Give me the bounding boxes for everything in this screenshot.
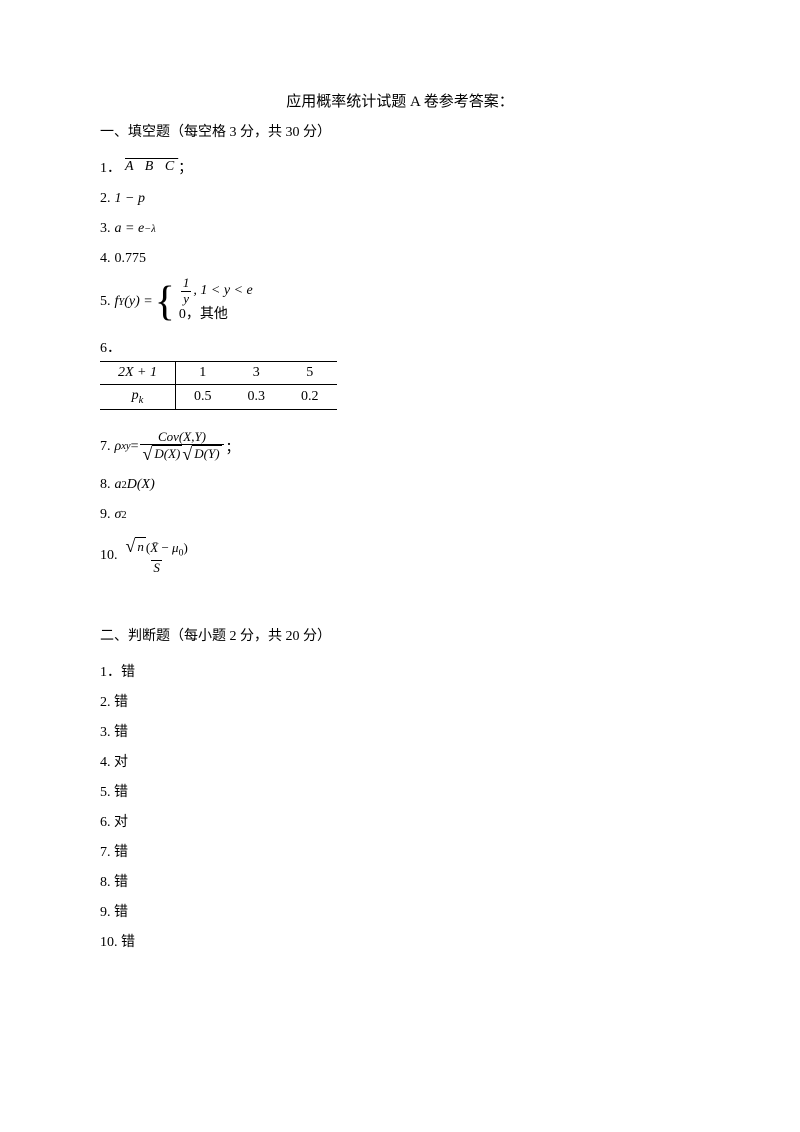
table-cell: 3 (230, 362, 284, 385)
section2: 二、判断题（每小题 2 分，共 20 分） 1．错 2. 错 3. 错 4. 对… (100, 625, 700, 951)
fraction: 1 y (181, 276, 192, 306)
table-row: pk 0.5 0.3 0.2 (100, 385, 337, 410)
fraction: √n(X̄ − μ0) S (124, 537, 190, 575)
answer-math: 1 − p (115, 191, 145, 207)
answer-item-8: 8. a2D(X) (100, 477, 700, 493)
radicand: D(Y) (192, 445, 221, 463)
equals: = (131, 439, 139, 455)
judge-item: 1．错 (100, 661, 700, 681)
p-symbol: p (132, 388, 139, 403)
answer-item-1: 1． A B C ； (100, 157, 700, 177)
answer-item-4: 4. 0.775 (100, 251, 700, 267)
answer-item-2: 2. 1 − p (100, 191, 700, 207)
radical-icon: √ (182, 445, 192, 463)
var-a: a (115, 477, 122, 493)
function-arg: (y) = (124, 294, 153, 310)
dx: D(X) (127, 477, 155, 493)
rho-sub: xy (121, 441, 130, 452)
item-number: 1． (100, 157, 121, 177)
case-condition: , 1 < y < e (193, 283, 252, 299)
sqrt: √D(Y) (182, 445, 221, 463)
judge-item: 6. 对 (100, 811, 700, 831)
sigma: σ (115, 507, 122, 523)
answer-item-5: 5. fY (y) = { 1 y , 1 < y < e 0，其他 (100, 281, 700, 323)
item-number: 9. (100, 507, 111, 523)
table-cell: 0.5 (176, 385, 230, 410)
table-cell: 0.3 (230, 385, 284, 410)
judge-item: 3. 错 (100, 721, 700, 741)
item-number: 6． (100, 341, 121, 356)
case-row: 1 y , 1 < y < e (179, 281, 253, 301)
sqrt: √D(X) (142, 445, 182, 463)
item-number: 8. (100, 477, 111, 493)
radical-icon: √ (126, 537, 136, 555)
suffix: ； (178, 157, 192, 177)
sqrt: √n (126, 537, 146, 555)
judge-item: 4. 对 (100, 751, 700, 771)
answer-overbar: A B C (125, 159, 178, 175)
judge-item: 8. 错 (100, 871, 700, 891)
denominator: √D(X)√D(Y) (140, 444, 223, 463)
answer-item-3: 3. a = e−λ (100, 221, 700, 237)
table-header: pk (100, 385, 176, 410)
judge-item: 7. 错 (100, 841, 700, 861)
answer-value: 0.775 (115, 251, 147, 267)
answer-item-10: 10. √n(X̄ − μ0) S (100, 537, 700, 575)
item-number: 3. (100, 221, 111, 237)
radical-icon: √ (142, 445, 152, 463)
distribution-table: 2X + 1 1 3 5 pk 0.5 0.3 0.2 (100, 361, 337, 410)
numerator: 1 (181, 276, 192, 290)
table-cell: 1 (176, 362, 230, 385)
answer-item-6: 6． 2X + 1 1 3 5 pk 0.5 0.3 0.2 (100, 337, 700, 410)
case-row: 0，其他 (179, 303, 253, 323)
section1-header: 一、填空题（每空格 3 分，共 30 分） (100, 121, 700, 141)
p-sub: k (139, 395, 144, 406)
table-cell: 5 (283, 362, 337, 385)
exponent: 2 (121, 510, 126, 521)
judge-item: 10. 错 (100, 931, 700, 951)
item-number: 7. (100, 439, 111, 455)
item-number: 5. (100, 294, 111, 310)
table-header: 2X + 1 (100, 362, 176, 385)
case-other: 0，其他 (179, 303, 228, 323)
exponent: −λ (144, 224, 156, 235)
minus: − (158, 540, 172, 555)
piecewise-def: { 1 y , 1 < y < e 0，其他 (153, 281, 253, 323)
judge-item: 2. 错 (100, 691, 700, 711)
denominator: S (151, 560, 162, 575)
close-paren: ) (183, 540, 187, 555)
table-cell: 0.2 (283, 385, 337, 410)
numerator: Cov(X,Y) (156, 430, 208, 444)
suffix: ； (226, 437, 240, 457)
section2-header: 二、判断题（每小题 2 分，共 20 分） (100, 625, 700, 645)
answer-item-7: 7. ρxy = Cov(X,Y) √D(X)√D(Y) ； (100, 430, 700, 464)
radicand: n (135, 537, 146, 555)
xbar: X̄ (150, 540, 158, 555)
brace-icon: { (155, 281, 175, 323)
numerator: √n(X̄ − μ0) (124, 537, 190, 559)
judge-item: 9. 错 (100, 901, 700, 921)
radicand: D(X) (152, 445, 182, 463)
answer-lhs: a = e (115, 221, 145, 237)
document-page: 应用概率统计试题 A 卷参考答案： 一、填空题（每空格 3 分，共 30 分） … (0, 0, 800, 1021)
table-row: 2X + 1 1 3 5 (100, 362, 337, 385)
item-number: 10. (100, 548, 118, 564)
answer-item-9: 9. σ2 (100, 507, 700, 523)
item-number: 4. (100, 251, 111, 267)
item-number: 2. (100, 191, 111, 207)
fraction: Cov(X,Y) √D(X)√D(Y) (140, 430, 223, 464)
page-title: 应用概率统计试题 A 卷参考答案： (100, 90, 700, 111)
cases: 1 y , 1 < y < e 0，其他 (179, 281, 253, 323)
judge-item: 5. 错 (100, 781, 700, 801)
